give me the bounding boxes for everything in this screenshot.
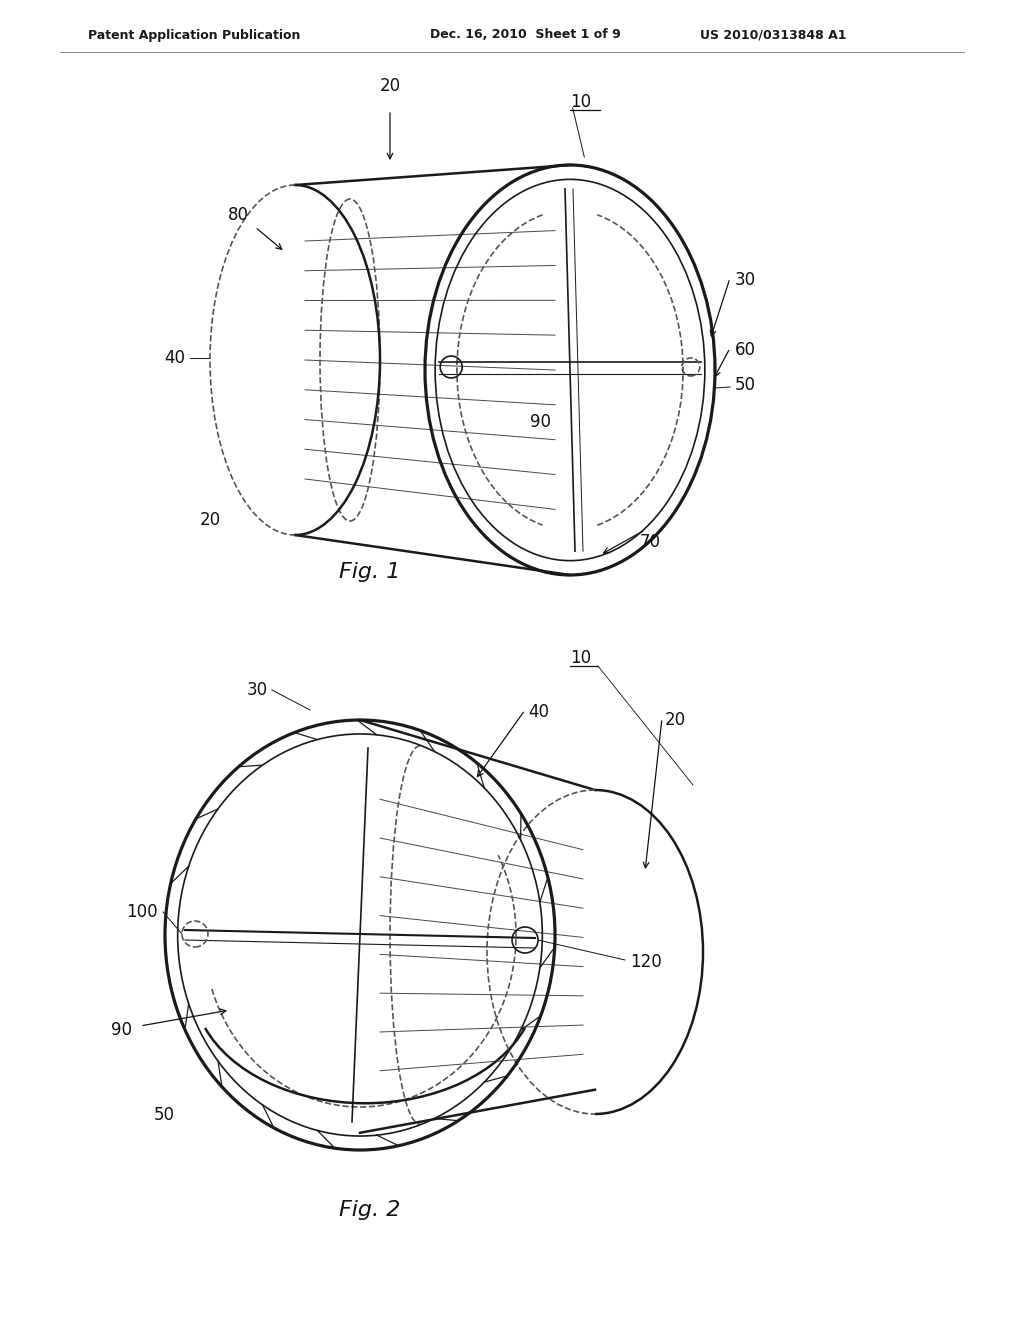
Text: 30: 30 [247, 681, 268, 700]
Text: 50: 50 [154, 1106, 175, 1125]
Text: 70: 70 [640, 533, 662, 550]
Text: Patent Application Publication: Patent Application Publication [88, 29, 300, 41]
Text: 50: 50 [735, 376, 756, 393]
Text: 30: 30 [735, 271, 756, 289]
Text: 120: 120 [630, 953, 662, 972]
Text: 20: 20 [665, 711, 686, 729]
Text: 20: 20 [200, 511, 220, 529]
Text: 90: 90 [111, 1020, 132, 1039]
Text: 100: 100 [126, 903, 158, 921]
Text: Fig. 1: Fig. 1 [339, 562, 400, 582]
Text: 20: 20 [380, 77, 400, 95]
Text: 40: 40 [528, 704, 549, 721]
Text: Dec. 16, 2010  Sheet 1 of 9: Dec. 16, 2010 Sheet 1 of 9 [430, 29, 621, 41]
Text: 60: 60 [735, 341, 756, 359]
Text: US 2010/0313848 A1: US 2010/0313848 A1 [700, 29, 847, 41]
Text: Fig. 2: Fig. 2 [339, 1200, 400, 1220]
Text: 90: 90 [530, 413, 551, 432]
Text: 10: 10 [570, 649, 591, 667]
Text: 80: 80 [227, 206, 249, 224]
Text: 40: 40 [164, 348, 185, 367]
Text: 10: 10 [570, 92, 591, 111]
